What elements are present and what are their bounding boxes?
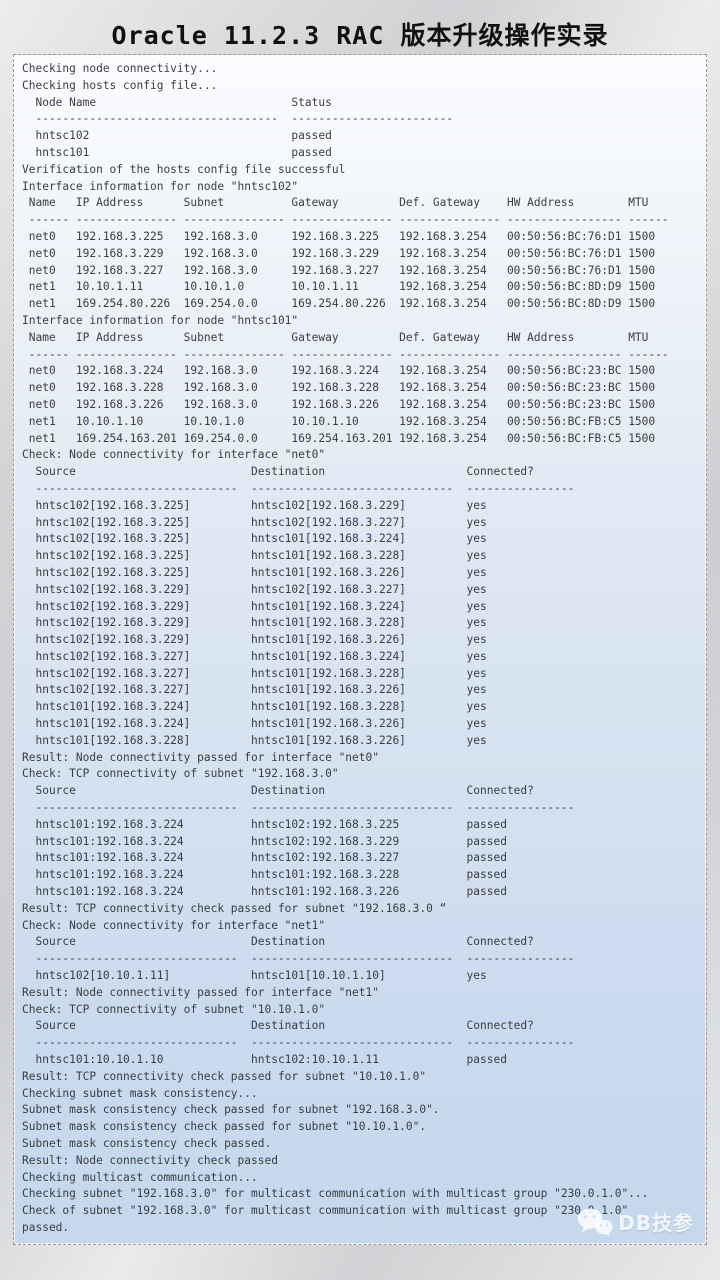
watermark-label: DB技参 bbox=[618, 1210, 694, 1235]
console-output: Checking node connectivity... Checking h… bbox=[22, 62, 669, 1234]
article-page: Oracle 11.2.3 RAC 版本升级操作实录 Checking node… bbox=[13, 21, 707, 1245]
console-panel: Checking node connectivity... Checking h… bbox=[13, 54, 707, 1245]
page-title: Oracle 11.2.3 RAC 版本升级操作实录 bbox=[111, 21, 609, 50]
wechat-icon bbox=[577, 1208, 613, 1236]
watermark: DB技参 bbox=[577, 1207, 694, 1236]
